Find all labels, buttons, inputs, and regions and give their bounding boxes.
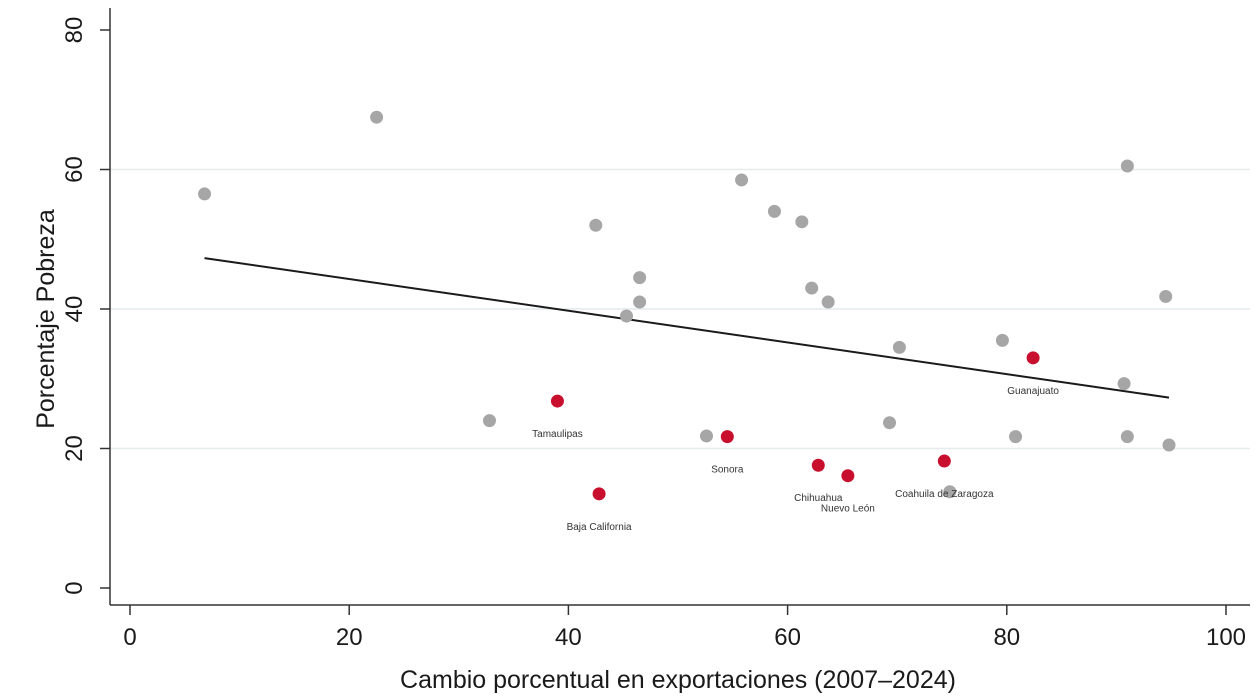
x-axis-title: Cambio porcentual en exportaciones (2007… bbox=[400, 666, 956, 694]
highlight-point bbox=[841, 469, 855, 483]
data-point bbox=[1159, 289, 1173, 303]
data-point bbox=[805, 281, 819, 295]
x-tick-label: 40 bbox=[555, 624, 582, 651]
data-point bbox=[821, 295, 835, 309]
data-point bbox=[482, 414, 496, 428]
point-label: Coahuila de Zaragoza bbox=[895, 489, 994, 500]
y-tick-label: 80 bbox=[61, 17, 88, 44]
grid-lines bbox=[110, 168, 1250, 450]
data-point bbox=[735, 173, 749, 187]
highlight-point bbox=[937, 454, 951, 468]
point-label: Baja California bbox=[567, 522, 632, 533]
data-point bbox=[767, 204, 781, 218]
highlight-point bbox=[1026, 351, 1040, 365]
highlight-point bbox=[550, 394, 564, 408]
data-point bbox=[1009, 430, 1023, 444]
data-point bbox=[589, 218, 603, 232]
data-point bbox=[633, 271, 647, 285]
point-label: Sonora bbox=[711, 465, 744, 476]
point-labels: Tamaulipas Baja California Sonora Chihuahua… bbox=[532, 386, 1059, 533]
x-tick-label: 80 bbox=[993, 624, 1020, 651]
point-label: Nuevo León bbox=[821, 504, 875, 515]
y-tick-label: 0 bbox=[61, 581, 88, 594]
y-axis-title: Porcentaje Pobreza bbox=[32, 209, 60, 429]
point-label: Chihuahua bbox=[794, 493, 843, 504]
y-tick-label: 40 bbox=[61, 296, 88, 323]
x-tick-label: 100 bbox=[1206, 624, 1246, 651]
fit-line-group bbox=[204, 257, 1170, 399]
data-point bbox=[619, 309, 633, 323]
fit-line bbox=[204, 257, 1170, 399]
highlight-point bbox=[592, 487, 606, 501]
data-point bbox=[943, 485, 957, 499]
axes: 0 20 40 60 80 100 0 20 40 60 80 bbox=[61, 8, 1250, 651]
highlight-point bbox=[811, 458, 825, 472]
x-tick-label: 20 bbox=[336, 624, 363, 651]
data-point bbox=[370, 110, 384, 124]
highlight-point bbox=[720, 430, 734, 444]
point-label: Tamaulipas bbox=[532, 429, 583, 440]
data-point bbox=[1120, 159, 1134, 173]
data-point bbox=[892, 340, 906, 354]
y-tick-label: 60 bbox=[61, 156, 88, 183]
data-point bbox=[883, 416, 897, 430]
data-point bbox=[1117, 377, 1131, 391]
point-label: Guanajuato bbox=[1007, 386, 1059, 397]
data-point bbox=[633, 295, 647, 309]
data-point bbox=[795, 215, 809, 229]
y-tick-label: 20 bbox=[61, 435, 88, 462]
data-point bbox=[198, 187, 212, 201]
data-points bbox=[198, 110, 1176, 501]
x-tick-label: 60 bbox=[774, 624, 801, 651]
data-point bbox=[995, 333, 1009, 347]
data-point bbox=[1162, 438, 1176, 452]
x-tick-label: 0 bbox=[123, 624, 136, 651]
data-point bbox=[1120, 430, 1134, 444]
data-point bbox=[699, 429, 713, 443]
